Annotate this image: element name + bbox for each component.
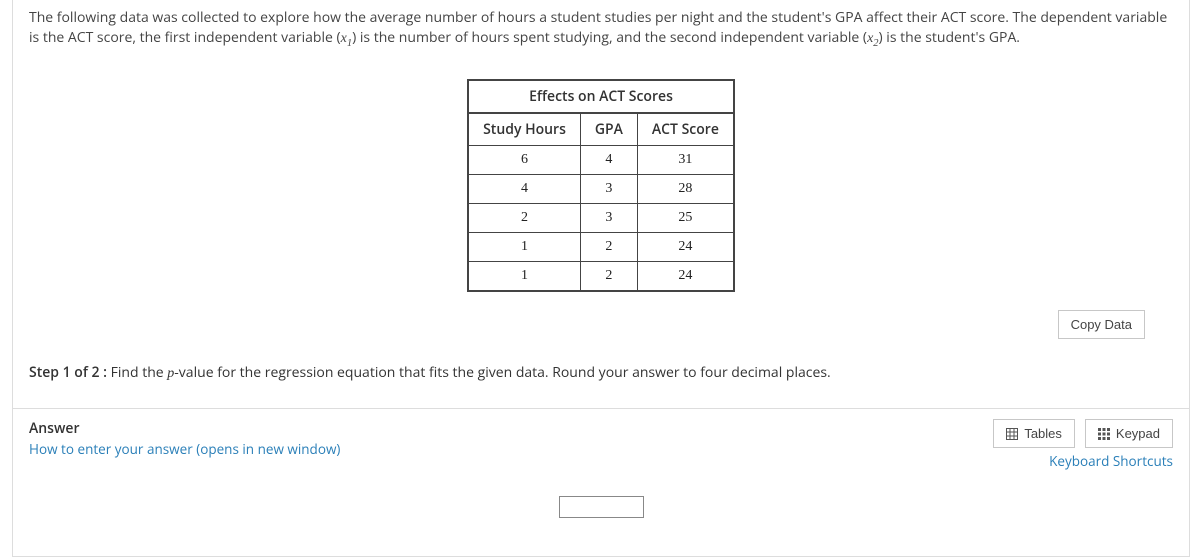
- cell-act: 24: [637, 262, 733, 292]
- col-header-act-score: ACT Score: [637, 113, 733, 146]
- step-text-before: Find the: [107, 363, 167, 382]
- copy-data-row: Copy Data: [13, 292, 1189, 339]
- tables-label: Tables: [1024, 426, 1062, 441]
- cell-study: 2: [468, 204, 580, 233]
- answer-left: Answer How to enter your answer (opens i…: [29, 419, 340, 458]
- answer-title: Answer: [29, 419, 340, 438]
- cell-act: 25: [637, 204, 733, 233]
- step-label: Step 1 of 2 :: [29, 363, 107, 382]
- table-caption: Effects on ACT Scores: [467, 79, 735, 112]
- step-instruction: Step 1 of 2 : Find the p-value for the r…: [13, 339, 1189, 382]
- keypad-icon: [1098, 428, 1110, 440]
- cell-act: 31: [637, 146, 733, 175]
- keyboard-shortcuts-link[interactable]: Keyboard Shortcuts: [1049, 452, 1173, 470]
- col-header-study-hours: Study Hours: [468, 113, 580, 146]
- answer-input-row: [13, 496, 1189, 518]
- table-row: 4 3 28: [468, 175, 734, 204]
- answer-bar: Answer How to enter your answer (opens i…: [13, 409, 1189, 470]
- cell-gpa: 2: [580, 233, 637, 262]
- cell-gpa: 4: [580, 146, 637, 175]
- tables-icon: [1006, 428, 1018, 440]
- cell-act: 24: [637, 233, 733, 262]
- cell-gpa: 3: [580, 204, 637, 233]
- cell-gpa: 2: [580, 262, 637, 292]
- intro-text-2: ) is the number of hours spent studying,…: [352, 28, 867, 47]
- table-row: 1 2 24: [468, 262, 734, 292]
- intro-paragraph: The following data was collected to expl…: [13, 0, 1189, 51]
- copy-data-label: Copy Data: [1071, 317, 1132, 332]
- data-table: Effects on ACT Scores Study Hours GPA AC…: [467, 79, 735, 292]
- tables-button[interactable]: Tables: [993, 419, 1075, 448]
- col-header-gpa: GPA: [580, 113, 637, 146]
- keypad-label: Keypad: [1116, 426, 1160, 441]
- cell-act: 28: [637, 175, 733, 204]
- step-text-after: -value for the regression equation that …: [174, 363, 830, 382]
- table-row: 2 3 25: [468, 204, 734, 233]
- table-row: 6 4 31: [468, 146, 734, 175]
- table-body: 6 4 31 4 3 28 2 3 25 1 2 24: [468, 146, 734, 292]
- cell-gpa: 3: [580, 175, 637, 204]
- var-x1: x1: [341, 31, 352, 46]
- question-panel: The following data was collected to expl…: [12, 0, 1190, 557]
- answer-input[interactable]: [559, 496, 644, 518]
- var-x2: x2: [867, 31, 878, 46]
- button-row: Tables: [993, 419, 1173, 448]
- cell-study: 6: [468, 146, 580, 175]
- cell-study: 4: [468, 175, 580, 204]
- cell-study: 1: [468, 262, 580, 292]
- intro-text-3: ) is the student's GPA.: [879, 28, 1020, 47]
- keypad-button[interactable]: Keypad: [1085, 419, 1173, 448]
- table-header-row: Study Hours GPA ACT Score: [468, 113, 734, 146]
- answer-help-link[interactable]: How to enter your answer (opens in new w…: [29, 440, 340, 458]
- answer-right: Tables: [993, 419, 1173, 470]
- table-container: Effects on ACT Scores Study Hours GPA AC…: [13, 79, 1189, 292]
- copy-data-button[interactable]: Copy Data: [1058, 310, 1145, 339]
- cell-study: 1: [468, 233, 580, 262]
- table-row: 1 2 24: [468, 233, 734, 262]
